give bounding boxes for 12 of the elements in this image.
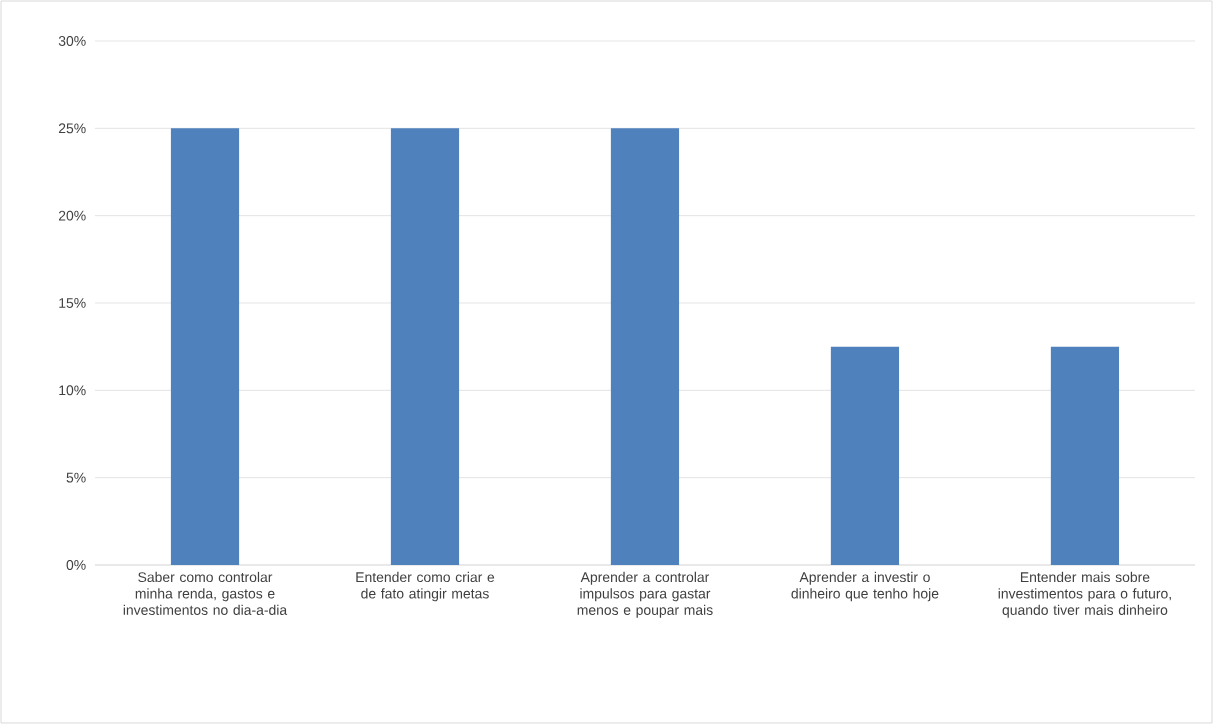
x-tick-label: Aprender a investir o dinheiro que tenho hoje bbox=[791, 571, 939, 602]
y-tick-label: 25% bbox=[58, 123, 86, 134]
x-tick-label: Entender mais sobre investimentos para o futuro, quando tiver mais dinheiro bbox=[998, 571, 1171, 618]
x-tick-label: Entender como criar e de fato atingir metas bbox=[356, 571, 495, 602]
x-tick-label: Saber como controlar minha renda, gastos e investimentos no dia-a-dia bbox=[123, 571, 288, 615]
y-tick-label: 20% bbox=[58, 210, 86, 221]
y-tick-label: 30% bbox=[58, 36, 86, 46]
y-tick-label: 10% bbox=[59, 385, 86, 396]
x-tick-label: Aprender a controlar impulsos para gastar menos e poupar mais bbox=[577, 571, 713, 618]
y-tick-label: 15% bbox=[59, 298, 86, 308]
y-tick-label: 0% bbox=[66, 560, 86, 570]
y-tick-label: 5% bbox=[66, 472, 86, 483]
